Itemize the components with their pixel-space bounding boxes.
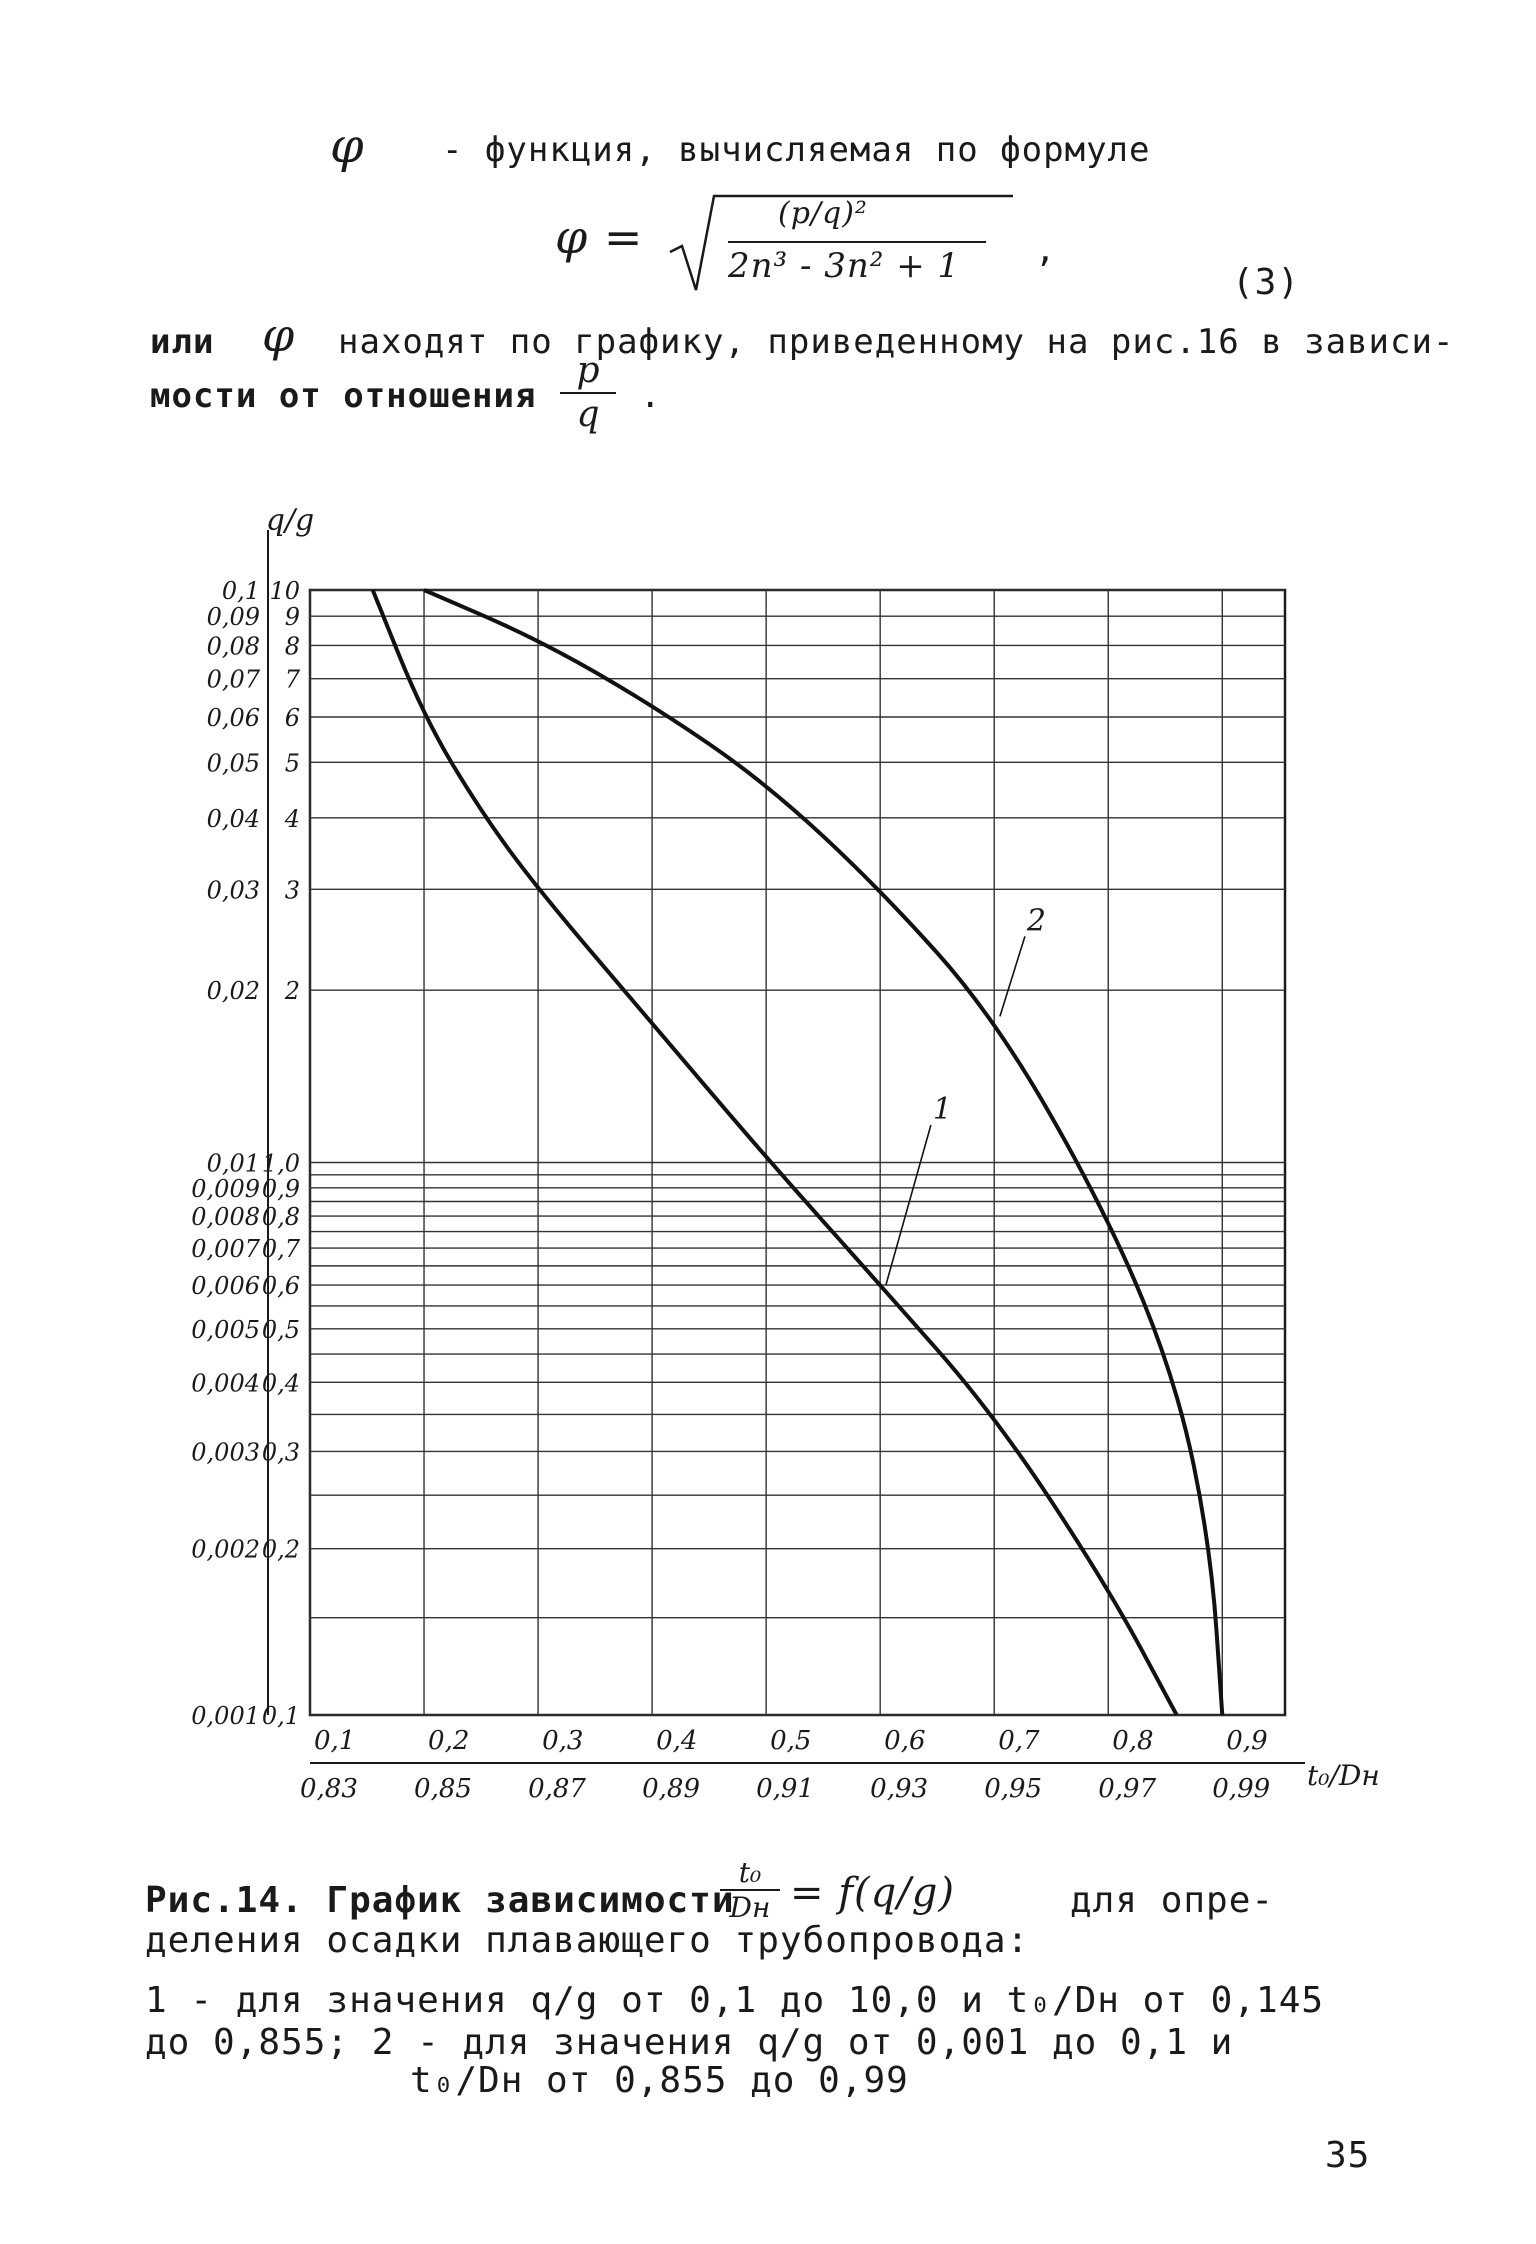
y-tick-label-outer: 0,004 bbox=[191, 1369, 260, 1397]
axis-labels: 10 0,1 9 0,09 8 0,08 7 0,07 6 0,06 5 0,05 4 0,04 3 0,03… bbox=[191, 503, 1380, 1804]
caption-line-4: до 0,855; 2 - для значения q/g от 0,001 … bbox=[145, 2022, 1234, 2063]
y-tick-label-outer: 0,005 bbox=[191, 1316, 260, 1344]
curve-leader-2 bbox=[999, 936, 1026, 1017]
y-tick-label-inner: 5 bbox=[285, 749, 300, 777]
ratio-p-q: p q bbox=[560, 352, 616, 434]
y-tick-label-inner: 0,2 bbox=[262, 1536, 300, 1564]
ratio-numerator: p bbox=[576, 350, 600, 391]
y-tick-label-outer: 0,007 bbox=[191, 1235, 260, 1263]
y-tick-label-inner: 0,5 bbox=[262, 1316, 300, 1344]
x-axis-label: t₀/Dн bbox=[1307, 1759, 1380, 1792]
y-tick-label-outer: 0,08 bbox=[207, 632, 260, 660]
y-tick-label-inner: 0,8 bbox=[262, 1203, 300, 1231]
curve-1 bbox=[370, 589, 1179, 1716]
y-tick-label-inner: 10 bbox=[269, 577, 300, 605]
y-tick-label-outer: 0,06 bbox=[207, 704, 260, 732]
formula-radical bbox=[669, 194, 1013, 291]
x-tick-label-top: 0,1 bbox=[314, 1726, 355, 1756]
y-axis-label: q/g bbox=[266, 503, 315, 538]
formula-lhs: φ = bbox=[555, 210, 644, 264]
intro-line-3-end: . bbox=[640, 376, 662, 416]
x-tick-label-bottom: 0,95 bbox=[984, 1774, 1042, 1804]
curve-2 bbox=[423, 588, 1225, 1716]
y-tick-label-inner: 8 bbox=[285, 632, 300, 660]
x-tick-label-bottom: 0,97 bbox=[1098, 1774, 1156, 1804]
x-tick-label-top: 0,3 bbox=[542, 1726, 583, 1756]
y-tick-label-inner: 9 bbox=[285, 603, 300, 631]
x-tick-label-top: 0,6 bbox=[884, 1726, 925, 1756]
formula-numerator: (p/q)² bbox=[778, 196, 868, 231]
y-tick-label-inner: 7 bbox=[285, 666, 301, 694]
y-tick-label-inner: 0,7 bbox=[262, 1235, 301, 1263]
ratio-denominator: q bbox=[576, 393, 600, 435]
formula-denominator: 2n³ - 3n² + 1 bbox=[728, 246, 961, 286]
y-tick-label-outer: 0,003 bbox=[191, 1438, 260, 1466]
phi-symbol-2: φ bbox=[262, 308, 296, 362]
x-tick-label-top: 0,7 bbox=[998, 1726, 1040, 1756]
formula-comma: , bbox=[1035, 230, 1057, 270]
y-tick-label-inner: 0,9 bbox=[262, 1175, 300, 1203]
y-tick-label-inner: 0,6 bbox=[262, 1272, 300, 1300]
y-tick-label-outer: 0,02 bbox=[207, 977, 260, 1005]
x-tick-label-bottom: 0,99 bbox=[1212, 1774, 1270, 1804]
y-tick-label-outer: 0,008 bbox=[191, 1203, 260, 1231]
x-tick-label-bottom: 0,89 bbox=[642, 1774, 700, 1804]
x-tick-label-bottom: 0,85 bbox=[414, 1774, 472, 1804]
curve-label-2: 2 bbox=[1026, 903, 1046, 938]
fraction-bar bbox=[560, 391, 616, 394]
y-tick-label-outer: 0,09 bbox=[207, 603, 260, 631]
y-tick-label-inner: 4 bbox=[284, 805, 300, 833]
grid-lines bbox=[267, 530, 1305, 1764]
phi-symbol: φ bbox=[330, 118, 365, 174]
caption-line-1b: для опре- bbox=[1070, 1880, 1275, 1921]
caption-line-2: деления осадки плавающего трубопровода: bbox=[145, 1920, 1030, 1961]
curve-leader-1 bbox=[885, 1124, 932, 1286]
x-tick-label-top: 0,9 bbox=[1226, 1726, 1267, 1756]
x-tick-label-bottom: 0,91 bbox=[756, 1774, 814, 1804]
caption-function: = f(q/g) bbox=[790, 1870, 955, 1916]
y-tick-label-inner: 6 bbox=[285, 704, 300, 732]
intro-line-1: - функция, вычисляемая по формуле bbox=[442, 130, 1151, 170]
equation-number: (3) bbox=[1232, 262, 1301, 303]
x-tick-label-bottom: 0,87 bbox=[528, 1774, 586, 1804]
caption-frac-num: t₀ bbox=[738, 1856, 762, 1889]
y-tick-label-inner: 0,4 bbox=[262, 1369, 300, 1397]
y-tick-label-outer: 0,07 bbox=[207, 666, 261, 694]
y-tick-label-outer: 0,001 bbox=[191, 1702, 260, 1730]
x-tick-label-top: 0,4 bbox=[656, 1726, 697, 1756]
x-tick-label-bottom: 0,93 bbox=[870, 1774, 928, 1804]
y-tick-label-outer: 0,002 bbox=[191, 1536, 260, 1564]
curves bbox=[370, 588, 1225, 1716]
intro-line-2b: находят по графику, приведенному на рис.… bbox=[338, 322, 1455, 362]
y-tick-label-inner: 0,3 bbox=[262, 1438, 300, 1466]
x-tick-label-bottom: 0,83 bbox=[300, 1774, 358, 1804]
curve-label-1: 1 bbox=[933, 1092, 952, 1127]
caption-fraction: t₀ Dн bbox=[720, 1858, 780, 1923]
y-tick-label-outer: 0,006 bbox=[191, 1272, 260, 1300]
caption-line-3: 1 - для значения q/g от 0,1 до 10,0 и t₀… bbox=[145, 1980, 1325, 2021]
page-number: 35 bbox=[1325, 2135, 1371, 2176]
y-tick-label-outer: 0,04 bbox=[207, 805, 260, 833]
x-tick-label-top: 0,8 bbox=[1112, 1726, 1153, 1756]
caption-line-5: t₀/Dн от 0,855 до 0,99 bbox=[410, 2060, 909, 2101]
y-tick-label-inner: 2 bbox=[284, 977, 300, 1005]
y-tick-label-outer: 0,009 bbox=[191, 1175, 260, 1203]
y-tick-label-inner: 1,0 bbox=[262, 1150, 300, 1178]
x-tick-label-top: 0,5 bbox=[770, 1726, 811, 1756]
y-tick-label-inner: 3 bbox=[285, 876, 300, 904]
y-tick-label-outer: 0,05 bbox=[207, 749, 260, 777]
caption-line-1a: Рис.14. График зависимости bbox=[145, 1880, 735, 1921]
x-tick-label-top: 0,2 bbox=[428, 1726, 469, 1756]
plot-frame bbox=[308, 588, 1287, 1717]
caption-frac-bar bbox=[720, 1889, 780, 1892]
intro-line-3: мости от отношения bbox=[150, 376, 537, 416]
y-tick-label-inner: 0,1 bbox=[262, 1702, 300, 1730]
y-tick-label-outer: 0,1 bbox=[222, 577, 260, 605]
y-tick-label-outer: 0,01 bbox=[207, 1150, 260, 1178]
caption-frac-den: Dн bbox=[729, 1891, 771, 1925]
intro-line-2a: или bbox=[150, 322, 215, 362]
y-tick-label-outer: 0,03 bbox=[207, 876, 260, 904]
